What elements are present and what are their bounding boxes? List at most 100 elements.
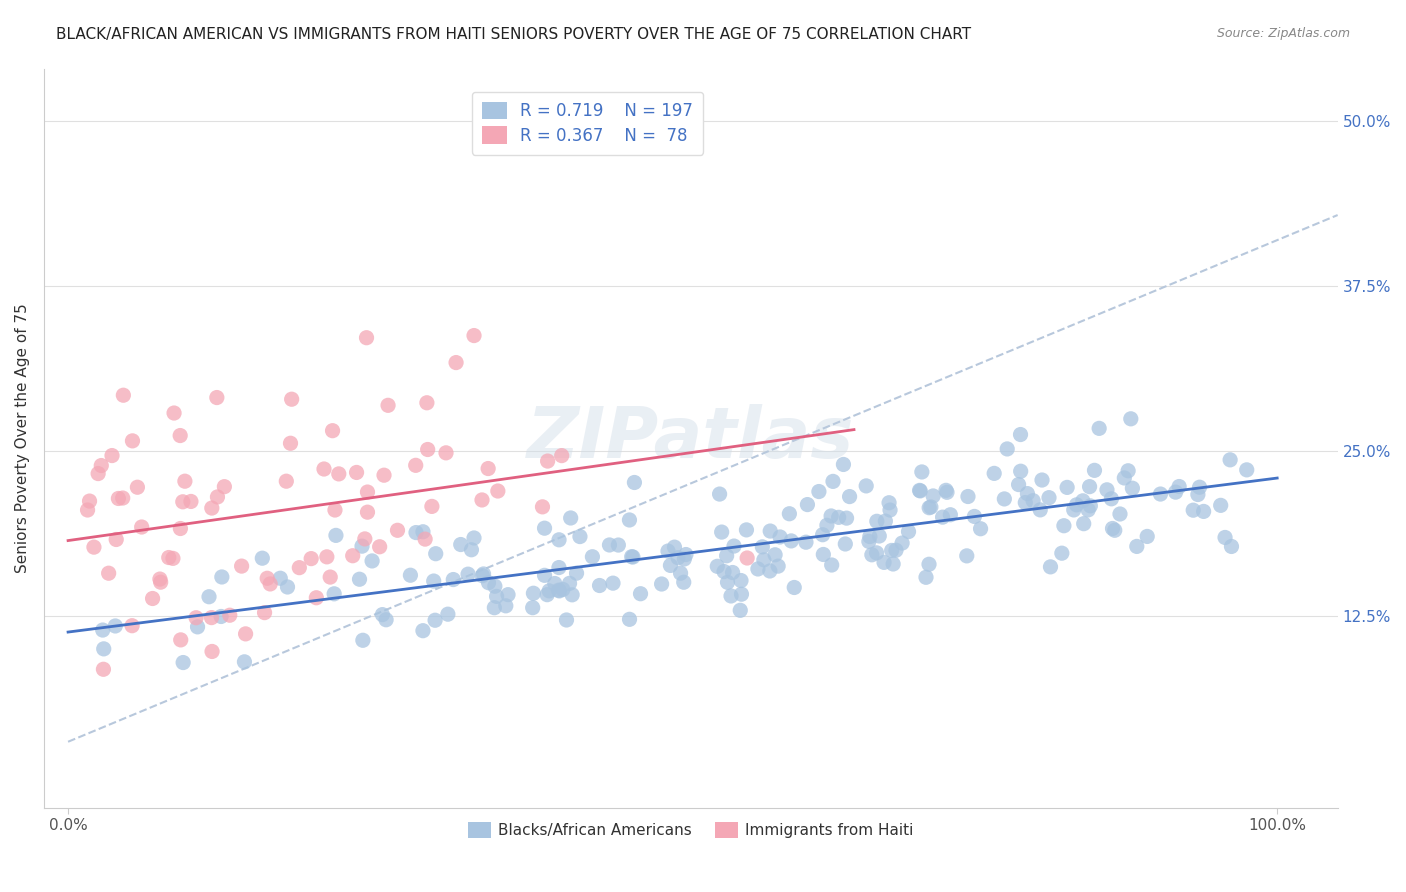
Point: [548, 533, 571, 547]
Point: [484, 579, 506, 593]
Point: [620, 549, 643, 564]
Point: [669, 566, 692, 581]
Point: [568, 530, 591, 544]
Point: [1083, 463, 1105, 477]
Point: [1056, 480, 1078, 494]
Point: [104, 619, 127, 633]
Point: [1220, 540, 1243, 554]
Point: [412, 524, 434, 539]
Point: [1213, 531, 1236, 545]
Point: [875, 514, 897, 528]
Point: [588, 578, 610, 592]
Point: [83, 540, 105, 554]
Point: [235, 627, 257, 641]
Point: [778, 507, 800, 521]
Point: [1078, 480, 1101, 494]
Point: [1078, 499, 1101, 513]
Point: [325, 528, 347, 542]
Point: [105, 533, 128, 547]
Point: [486, 483, 509, 498]
Point: [780, 533, 803, 548]
Point: [218, 608, 240, 623]
Point: [209, 609, 232, 624]
Point: [169, 522, 191, 536]
Point: [619, 513, 641, 527]
Point: [405, 525, 427, 540]
Point: [1121, 481, 1143, 495]
Point: [121, 434, 143, 448]
Point: [437, 607, 460, 622]
Point: [672, 575, 695, 590]
Point: [910, 483, 932, 498]
Point: [375, 613, 398, 627]
Point: [377, 398, 399, 412]
Point: [184, 611, 207, 625]
Point: [349, 572, 371, 586]
Point: [531, 500, 554, 514]
Point: [963, 509, 986, 524]
Point: [1114, 471, 1136, 485]
Point: [211, 570, 233, 584]
Point: [201, 644, 224, 658]
Point: [621, 549, 644, 564]
Point: [811, 527, 834, 541]
Point: [709, 487, 731, 501]
Point: [1088, 421, 1111, 435]
Text: ZIPatlas: ZIPatlas: [527, 404, 855, 473]
Point: [922, 489, 945, 503]
Point: [931, 510, 953, 524]
Point: [91, 623, 114, 637]
Point: [1209, 499, 1232, 513]
Point: [766, 559, 789, 574]
Point: [533, 521, 555, 535]
Point: [477, 575, 499, 590]
Point: [131, 520, 153, 534]
Point: [170, 632, 193, 647]
Point: [835, 511, 858, 525]
Point: [1077, 503, 1099, 517]
Point: [651, 577, 673, 591]
Point: [1116, 464, 1139, 478]
Point: [897, 524, 920, 539]
Point: [342, 549, 364, 563]
Point: [387, 524, 409, 538]
Point: [1022, 493, 1045, 508]
Point: [93, 662, 115, 676]
Point: [865, 546, 887, 560]
Point: [1095, 483, 1118, 497]
Point: [548, 583, 571, 598]
Point: [416, 442, 439, 457]
Point: [813, 548, 835, 562]
Point: [544, 576, 567, 591]
Point: [214, 480, 236, 494]
Point: [373, 468, 395, 483]
Point: [472, 566, 495, 581]
Point: [259, 577, 281, 591]
Point: [112, 388, 135, 402]
Point: [422, 574, 444, 588]
Point: [87, 467, 110, 481]
Point: [815, 518, 838, 533]
Point: [1192, 504, 1215, 518]
Point: [405, 458, 427, 473]
Point: [794, 535, 817, 549]
Point: [659, 558, 682, 573]
Point: [444, 355, 467, 369]
Point: [319, 570, 342, 584]
Point: [207, 490, 229, 504]
Point: [127, 480, 149, 494]
Point: [551, 582, 574, 597]
Point: [723, 539, 745, 553]
Point: [361, 554, 384, 568]
Point: [1168, 479, 1191, 493]
Point: [866, 514, 889, 528]
Point: [547, 583, 569, 598]
Point: [783, 581, 806, 595]
Point: [522, 600, 544, 615]
Point: [716, 575, 738, 590]
Point: [956, 490, 979, 504]
Point: [821, 475, 844, 489]
Point: [477, 461, 499, 475]
Point: [939, 508, 962, 522]
Point: [149, 572, 172, 586]
